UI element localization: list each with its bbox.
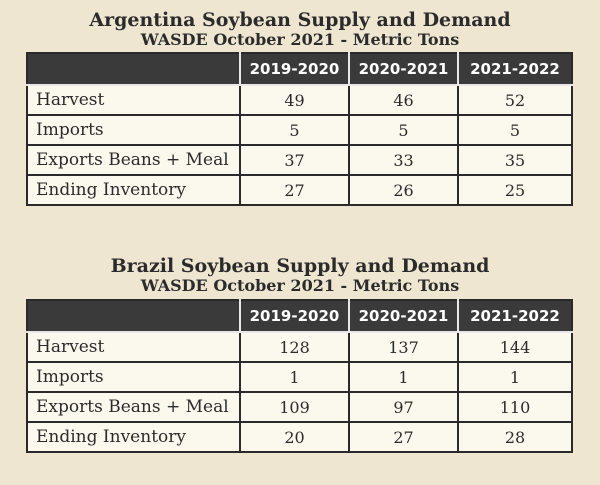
- table-cell: 1: [348, 361, 459, 393]
- table-cell: 49: [239, 84, 350, 116]
- column-header: 2021-2022: [457, 53, 572, 86]
- table-cell: 5: [457, 114, 573, 146]
- table-cell: 5: [239, 114, 350, 146]
- table-subtitle: WASDE October 2021 - Metric Tons: [140, 30, 460, 49]
- brazil-table: 2019-2020 2020-2021 2021-2022 Harvest 12…: [26, 299, 573, 453]
- row-label: Ending Inventory: [26, 421, 241, 453]
- table-cell: 1: [457, 361, 573, 393]
- argentina-table: 2019-2020 2020-2021 2021-2022 Harvest 49…: [26, 52, 573, 206]
- column-header-empty: [27, 53, 241, 86]
- row-label: Imports: [26, 361, 241, 393]
- table-cell: 26: [348, 174, 459, 206]
- table-cell: 109: [239, 391, 350, 423]
- table-cell: 1: [239, 361, 350, 393]
- table-cell: 110: [457, 391, 573, 423]
- table-row: Imports 5 5 5: [26, 114, 573, 146]
- table-row: Ending Inventory 27 26 25: [26, 174, 573, 206]
- column-header: 2021-2022: [457, 300, 572, 333]
- table-row: Harvest 49 46 52: [26, 84, 573, 116]
- column-header: 2020-2021: [348, 300, 459, 333]
- table-row: Imports 1 1 1: [26, 361, 573, 393]
- table-row: Exports Beans + Meal 37 33 35: [26, 144, 573, 176]
- row-label: Imports: [26, 114, 241, 146]
- row-label: Harvest: [26, 84, 241, 116]
- column-header: 2020-2021: [348, 53, 459, 86]
- column-header: 2019-2020: [239, 300, 350, 333]
- table-cell: 27: [239, 174, 350, 206]
- table-cell: 137: [348, 331, 459, 363]
- row-label: Exports Beans + Meal: [26, 391, 241, 423]
- table-cell: 52: [457, 84, 573, 116]
- table-cell: 128: [239, 331, 350, 363]
- column-header: 2019-2020: [239, 53, 350, 86]
- table-cell: 5: [348, 114, 459, 146]
- row-label: Harvest: [26, 331, 241, 363]
- table-subtitle: WASDE October 2021 - Metric Tons: [140, 276, 460, 295]
- header-row: 2019-2020 2020-2021 2021-2022: [27, 53, 572, 86]
- row-label: Ending Inventory: [26, 174, 241, 206]
- table-cell: 27: [348, 421, 459, 453]
- table-cell: 35: [457, 144, 573, 176]
- header-row: 2019-2020 2020-2021 2021-2022: [27, 300, 572, 333]
- table-cell: 33: [348, 144, 459, 176]
- table-cell: 20: [239, 421, 350, 453]
- table-title: Argentina Soybean Supply and Demand: [89, 9, 511, 31]
- table-cell: 144: [457, 331, 573, 363]
- table-cell: 97: [348, 391, 459, 423]
- argentina-section: Argentina Soybean Supply and Demand WASD…: [0, 10, 600, 206]
- table-title: Brazil Soybean Supply and Demand: [110, 255, 490, 277]
- table-cell: 46: [348, 84, 459, 116]
- table-row: Harvest 128 137 144: [26, 331, 573, 363]
- table-cell: 25: [457, 174, 573, 206]
- table-cell: 28: [457, 421, 573, 453]
- table-row: Ending Inventory 20 27 28: [26, 421, 573, 453]
- row-label: Exports Beans + Meal: [26, 144, 241, 176]
- column-header-empty: [27, 300, 241, 333]
- brazil-section: Brazil Soybean Supply and Demand WASDE O…: [0, 256, 600, 453]
- table-row: Exports Beans + Meal 109 97 110: [26, 391, 573, 423]
- table-cell: 37: [239, 144, 350, 176]
